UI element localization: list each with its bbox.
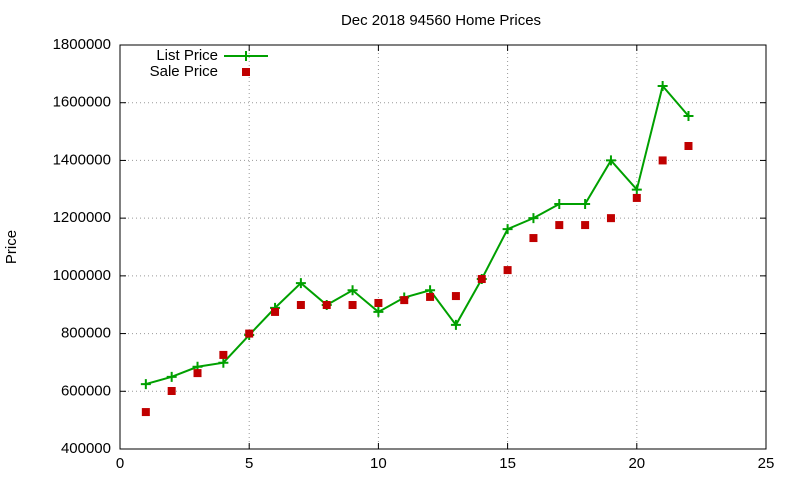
data-point [606,214,615,223]
chart-title: Dec 2018 94560 Home Prices [341,12,541,29]
x-tick-label: 25 [758,455,775,472]
data-point [166,371,177,382]
data-point [529,234,538,243]
y-tick-label: 1000000 [53,267,111,284]
x-tick-label: 15 [499,455,516,472]
data-point [657,80,668,91]
data-point [295,278,306,289]
data-point [245,329,254,338]
data-point [374,298,383,307]
data-point [631,184,642,195]
data-point [450,319,461,330]
y-tick-label: 400000 [61,440,111,457]
y-tick-label: 800000 [61,325,111,342]
data-point [451,292,460,301]
y-tick-label: 1800000 [53,36,111,53]
data-point [477,275,486,284]
legend-marker [242,68,250,76]
data-point [271,307,280,316]
data-point [322,301,331,310]
data-point [632,193,641,202]
data-point [219,350,228,359]
y-tick-label: 1200000 [53,209,111,226]
x-tick-label: 10 [370,455,387,472]
data-point [502,224,513,235]
x-tick-label: 5 [245,455,253,472]
y-tick-label: 600000 [61,382,111,399]
y-tick-label: 1400000 [53,151,111,168]
x-tick-label: 20 [628,455,645,472]
data-point [373,306,384,317]
data-point [555,221,564,230]
data-point [528,213,539,224]
data-point [348,301,357,310]
y-axis-label: Price [3,230,20,264]
data-point [605,155,616,166]
plot-border [119,44,767,450]
data-point [218,357,229,368]
legend-marker [241,51,251,61]
data-point [426,292,435,301]
data-point [554,199,565,210]
data-point [581,221,590,230]
data-point [684,142,693,150]
data-point [167,386,176,395]
data-point [580,199,591,210]
data-point [347,285,358,296]
data-point [503,266,512,275]
data-point [193,369,202,378]
data-point [140,379,151,390]
x-tick-label: 0 [116,455,124,472]
data-point [141,408,150,417]
data-point [683,110,694,121]
legend-label: Sale Price [150,63,218,80]
series-line [145,83,690,386]
legend-label: List Price [156,47,218,64]
data-point [296,301,305,310]
y-tick-label: 1600000 [53,94,111,111]
data-point [400,296,409,305]
data-point [658,156,667,165]
